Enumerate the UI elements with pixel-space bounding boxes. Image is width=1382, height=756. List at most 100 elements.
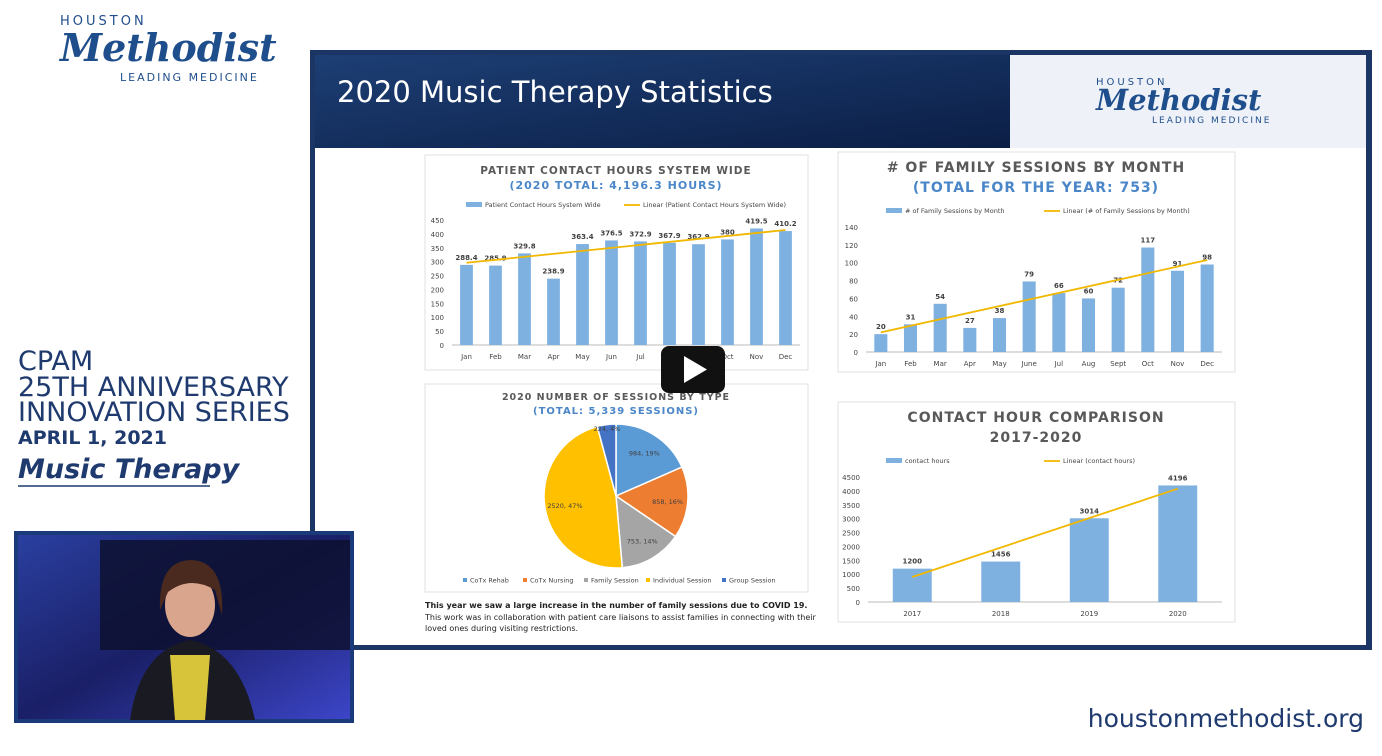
value-label: 372.9 [629, 230, 651, 238]
value-label: 329.8 [513, 242, 535, 250]
value-label: 31 [906, 313, 916, 321]
legend-label: Linear (Patient Contact Hours System Wid… [643, 201, 786, 209]
y-tick-label: 150 [431, 300, 444, 308]
x-tick-label: Feb [904, 360, 917, 368]
bar [1200, 264, 1214, 352]
logo-name: Methodist [1095, 83, 1262, 117]
legend-swatch [886, 458, 902, 463]
y-tick-label: 60 [849, 295, 858, 303]
legend-label: Group Session [729, 577, 776, 585]
value-label: 4196 [1168, 474, 1188, 482]
bar [1111, 287, 1125, 352]
bar [1141, 247, 1155, 352]
bar [1158, 485, 1198, 602]
bar [721, 239, 734, 345]
play-icon[interactable] [684, 356, 707, 383]
value-label: 98 [1202, 254, 1212, 262]
bar [779, 231, 792, 345]
x-tick-label: 2020 [1169, 610, 1187, 618]
bar [933, 303, 947, 352]
pie-slice [615, 494, 677, 569]
trendline [911, 487, 1179, 578]
x-tick-label: Sept [1110, 360, 1126, 368]
x-tick-label: Jun [605, 353, 617, 361]
event-topic: Music Therapy [18, 454, 241, 485]
slice-label: 224, 4% [594, 425, 621, 433]
x-tick-label: May [575, 353, 589, 361]
x-tick-label: May [992, 360, 1006, 368]
value-label: 20 [876, 323, 886, 331]
x-tick-label: Dec [1200, 360, 1214, 368]
person-shirt [170, 655, 210, 720]
pie-slice [615, 423, 683, 498]
value-label: 27 [965, 317, 975, 325]
y-tick-label: 4000 [842, 488, 860, 496]
slice-label: 858, 16% [652, 498, 683, 506]
play-button[interactable] [661, 346, 725, 393]
legend-swatch [646, 578, 650, 582]
x-tick-label: 2017 [903, 610, 921, 618]
event-line: CPAM [18, 346, 93, 377]
note-bold: This year we saw a large increase in the… [425, 601, 808, 610]
y-tick-label: 3500 [842, 502, 860, 510]
x-tick-label: Feb [489, 353, 502, 361]
bar [903, 324, 918, 352]
slide-logo-box [1010, 55, 1366, 148]
legend-label: Linear (# of Family Sessions by Month) [1063, 207, 1190, 215]
pie-slice [614, 466, 689, 538]
bar [460, 264, 473, 345]
legend-swatch [584, 578, 588, 582]
x-tick-label: Jul [1054, 360, 1064, 368]
bar [981, 561, 1021, 602]
legend-label: Individual Session [653, 577, 712, 585]
bar [605, 240, 618, 345]
logo-tagline: LEADING MEDICINE [1152, 116, 1271, 126]
pie-slice [543, 425, 624, 569]
y-tick-label: 1000 [842, 571, 860, 579]
y-tick-label: 200 [431, 286, 444, 294]
x-tick-label: Jul [635, 353, 645, 361]
pie-slice [596, 423, 617, 497]
legend-label: Linear (contact hours) [1063, 457, 1135, 465]
bar [663, 242, 676, 345]
value-label: 410.2 [774, 220, 796, 228]
bar [1081, 298, 1096, 352]
y-tick-label: 1500 [842, 557, 860, 565]
y-tick-label: 300 [431, 259, 444, 267]
logo-top: HOUSTON [1096, 77, 1168, 88]
x-tick-label: Oct [721, 353, 733, 361]
chart-subtitle: (TOTAL: 5,339 SESSIONS) [533, 406, 699, 417]
logo-top: HOUSTON [60, 14, 147, 29]
y-tick-label: 0 [854, 349, 858, 357]
legend-label: contact hours [905, 457, 950, 465]
chart-title: # OF FAMILY SESSIONS BY MONTH [887, 160, 1185, 176]
y-tick-label: 0 [856, 599, 860, 607]
value-label: 380 [720, 228, 735, 236]
chart-title: PATIENT CONTACT HOURS SYSTEM WIDE [480, 165, 751, 177]
event-line: INNOVATION SERIES [18, 397, 290, 428]
chart-title: CONTACT HOUR COMPARISON [907, 410, 1164, 426]
y-tick-label: 40 [849, 313, 858, 321]
value-label: 66 [1054, 282, 1064, 290]
person-hair [159, 560, 223, 615]
legend-label: Family Session [591, 577, 639, 585]
charts: PATIENT CONTACT HOURS SYSTEM WIDE (2020 T… [424, 151, 1236, 623]
y-tick-label: 100 [845, 260, 858, 268]
x-tick-label: Apr [964, 360, 976, 368]
person-face [165, 573, 215, 637]
legend-swatch [463, 578, 467, 582]
bar [518, 253, 531, 345]
y-tick-label: 140 [845, 224, 858, 232]
trendline [466, 229, 786, 264]
value-label: 1456 [991, 551, 1011, 559]
bar [634, 241, 647, 345]
x-tick-label: Aug [1082, 360, 1096, 368]
bar [874, 334, 888, 352]
y-tick-label: 50 [435, 328, 444, 336]
value-label: 238.9 [542, 268, 564, 276]
value-label: 72 [1113, 277, 1123, 285]
footer-url: houstonmethodist.org [1088, 704, 1364, 733]
bar [750, 228, 763, 345]
chart-title: 2020 NUMBER OF SESSIONS BY TYPE [502, 392, 730, 403]
